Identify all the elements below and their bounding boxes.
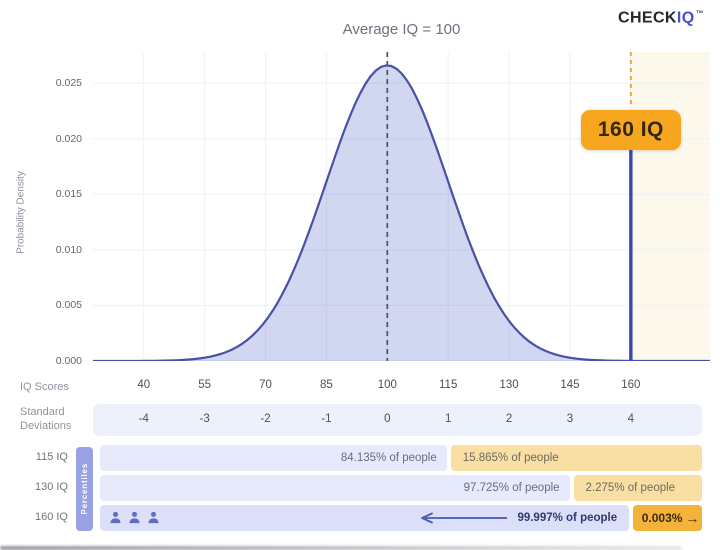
y-tick-label: 0.020 [55,132,82,145]
percentile-row-label: 160 IQ [34,511,68,523]
percentile-bar-minority: 0.003% → [633,505,702,531]
percentile-minority-text: 0.003% [641,511,683,525]
percentile-row: 99.997% of people 0.003% → [100,505,702,531]
left-arrow-icon [421,512,508,524]
trademark-symbol: ™ [695,9,704,18]
sd-tick-label: -4 [138,413,149,425]
y-tick-label: 0.010 [55,243,82,256]
percentile-row-label: 130 IQ [34,481,68,493]
iq-tick-label: 160 [621,379,641,391]
percentile-row-label: 115 IQ [35,451,68,463]
sd-tick-label: 1 [444,413,452,425]
percentiles-tab: Percentiles [76,447,93,531]
sd-tick-label: -1 [321,413,332,425]
brand-logo-accent: IQ [676,9,695,27]
iq-tick-label: 145 [560,379,580,391]
percentile-majority-text: 84.135% of people [100,445,447,471]
sd-tick-label: -2 [260,413,271,425]
iq-tick-label: 85 [319,379,333,391]
person-icon [148,511,159,524]
distribution-curve [93,64,710,361]
percentile-minority-text: 2.275% of people [573,475,702,501]
percentile-bar-majority: 99.997% of people [100,505,630,531]
sd-tick-label: -3 [199,413,210,425]
sd-tick-label: 4 [627,413,635,425]
sd-axis-band [93,404,702,436]
percentile-row: 84.135% of people 15.865% of people [100,445,702,471]
sd-tick-label: 2 [505,413,513,425]
y-tick-label: 0.025 [55,77,82,90]
iq-tick-label: 115 [439,379,458,391]
sd-axis-title: Standard Deviations [20,406,72,432]
y-tick-label: 0.015 [55,188,82,201]
y-axis-label: Probability Density [15,171,27,254]
iq-tick-label: 100 [377,379,397,391]
person-icon [129,511,140,524]
percentile-minority-text: 15.865% of people [450,445,702,471]
x-axis-title: IQ Scores [20,381,69,393]
marker-badge: 160 IQ [580,110,681,150]
brand-logo[interactable]: CHECKIQ™ [618,9,704,27]
iq-tick-label: 55 [198,379,212,391]
iq-tick-label: 130 [499,379,519,391]
percentile-row: 97.725% of people 2.275% of people [100,475,702,501]
bell-curve-plot [93,52,710,361]
person-icon [110,511,121,524]
percentile-majority-text: 97.725% of people [100,475,570,501]
iq-tick-label: 70 [259,379,272,391]
y-tick-label: 0.000 [55,355,82,367]
marker-highlight-band [630,52,710,361]
people-icons [109,511,160,524]
distribution-area [93,65,710,361]
percentile-rows: 84.135% of people 15.865% of people 97.725… [100,445,702,531]
iq-tick-label: 40 [137,379,151,391]
chart-title: Average IQ = 100 [342,21,461,38]
right-arrow-icon: → [685,510,700,526]
y-tick-label: 0.005 [55,299,82,312]
sd-tick-label: 3 [566,413,574,425]
sd-tick-label: 0 [384,413,391,425]
brand-logo-primary: CHECK [618,9,677,27]
window-edge-shadow [0,546,682,550]
percentile-majority-text: 99.997% of people [517,512,618,524]
